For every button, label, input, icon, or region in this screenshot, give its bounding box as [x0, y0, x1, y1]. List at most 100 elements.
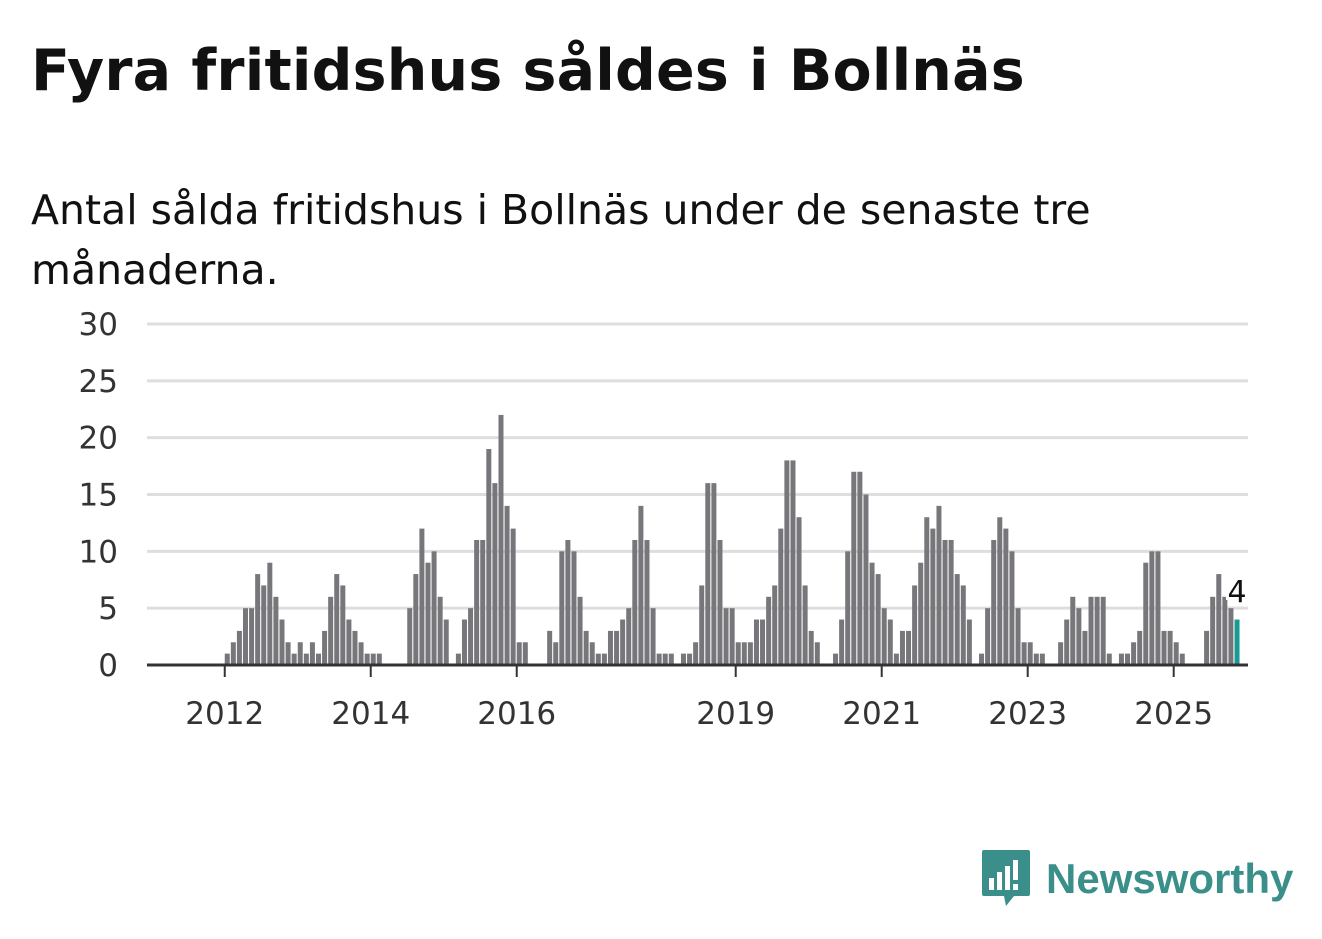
- bar: [723, 608, 729, 665]
- bar: [662, 653, 668, 665]
- bar: [747, 642, 753, 665]
- bar: [431, 551, 437, 665]
- bar: [936, 505, 942, 665]
- bar: [1143, 562, 1149, 665]
- bar: [985, 608, 991, 665]
- bar: [468, 608, 474, 665]
- bar: [717, 539, 723, 665]
- bar: [699, 585, 705, 665]
- bar: [1222, 596, 1228, 665]
- bar: [279, 619, 285, 665]
- data-label: 4: [1227, 575, 1246, 610]
- bar: [443, 619, 449, 665]
- chart-title: Fyra fritidshus såldes i Bollnäs: [31, 38, 1025, 104]
- bar: [1003, 528, 1009, 665]
- bar: [942, 539, 948, 665]
- gridlines: [147, 322, 1248, 610]
- bar: [309, 642, 315, 665]
- bar: [455, 653, 461, 665]
- bar: [875, 574, 881, 665]
- x-tick-label: 2012: [185, 696, 264, 732]
- bar: [893, 653, 899, 665]
- bar: [273, 596, 279, 665]
- bar: [735, 642, 741, 665]
- bar: [778, 528, 784, 665]
- bar: [979, 653, 985, 665]
- bar: [869, 562, 875, 665]
- bar: [614, 630, 620, 665]
- bar: [638, 505, 644, 665]
- x-tick-label: 2021: [842, 696, 921, 732]
- bar: [601, 653, 607, 665]
- bar: [954, 574, 960, 665]
- bar: [291, 653, 297, 665]
- bar: [413, 574, 419, 665]
- bar: [1033, 653, 1039, 665]
- bar: [1070, 596, 1076, 665]
- bar: [255, 574, 261, 665]
- bar: [315, 653, 321, 665]
- bar: [966, 619, 972, 665]
- x-tick-label: 2014: [331, 696, 410, 732]
- bar: [924, 517, 930, 665]
- bar: [881, 608, 887, 665]
- y-tick-label: 10: [79, 534, 118, 570]
- x-tick-label: 2019: [696, 696, 775, 732]
- bar: [857, 471, 863, 665]
- bar: [1076, 608, 1082, 665]
- highlighted-bar: [1234, 619, 1240, 665]
- bar: [899, 630, 905, 665]
- bar: [522, 642, 528, 665]
- x-tick-label: 2016: [477, 696, 556, 732]
- bar: [650, 608, 656, 665]
- bar: [547, 630, 553, 665]
- bar: [297, 642, 303, 665]
- bar: [741, 642, 747, 665]
- bar: [358, 642, 364, 665]
- bar: [711, 483, 717, 665]
- bar: [328, 596, 334, 665]
- axes: [147, 663, 1248, 677]
- bar: [492, 483, 498, 665]
- bar: [285, 642, 291, 665]
- bar: [1106, 653, 1112, 665]
- bar: [224, 653, 230, 665]
- bar: [680, 653, 686, 665]
- bar: [760, 619, 766, 665]
- bars: [224, 414, 1240, 665]
- bar: [1009, 551, 1015, 665]
- bar: [340, 585, 346, 665]
- bar: [474, 539, 480, 665]
- bar: [1228, 608, 1234, 665]
- bar: [261, 585, 267, 665]
- bar: [687, 653, 693, 665]
- y-tick-label: 20: [79, 421, 118, 457]
- bar: [808, 630, 814, 665]
- bar: [918, 562, 924, 665]
- bar: [1027, 642, 1033, 665]
- bar: [480, 539, 486, 665]
- bar: [498, 414, 504, 665]
- newsworthy-logo: Newsworthy: [980, 848, 1293, 910]
- bar: [553, 642, 559, 665]
- bar: [565, 539, 571, 665]
- y-tick-label: 30: [79, 307, 118, 343]
- bar: [620, 619, 626, 665]
- chart-subtitle: Antal sålda fritidshus i Bollnäs under d…: [31, 186, 1091, 294]
- bar: [243, 608, 248, 665]
- bar: [1204, 630, 1210, 665]
- bar: [1064, 619, 1070, 665]
- y-tick-label: 25: [79, 364, 118, 400]
- bar: [1125, 653, 1131, 665]
- bar: [772, 585, 778, 665]
- bar: [510, 528, 516, 665]
- bar: [1137, 630, 1143, 665]
- bar: [632, 539, 638, 665]
- bar: [833, 653, 839, 665]
- bar: [948, 539, 954, 665]
- bar: [370, 653, 376, 665]
- bar: [753, 619, 759, 665]
- bar: [912, 585, 918, 665]
- bar: [322, 630, 328, 665]
